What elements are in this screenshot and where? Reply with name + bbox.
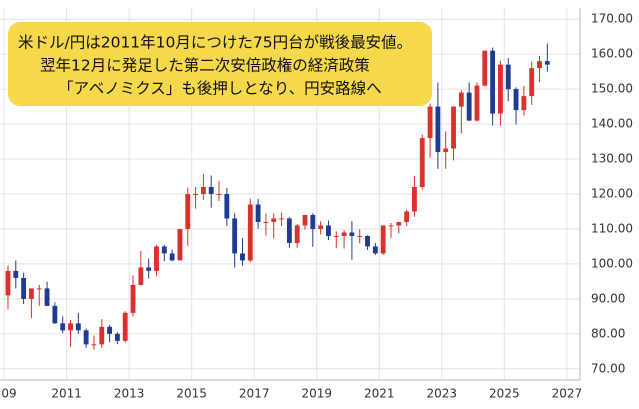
candle-body (154, 246, 159, 271)
candle-body (75, 323, 81, 331)
candle-body (91, 344, 97, 346)
candle-body (435, 106, 441, 153)
candle-body (208, 187, 214, 194)
x-tick-label: 09 (1, 387, 16, 401)
candle-body (224, 194, 230, 219)
y-tick-label: 160.00 (591, 47, 633, 61)
candle-body (130, 284, 136, 313)
x-tick-label: 2021 (364, 387, 395, 401)
candle-body (443, 148, 449, 153)
y-tick-label: 130.00 (591, 152, 633, 166)
candle-body (185, 194, 191, 229)
candle-body (419, 138, 425, 188)
candle-body (326, 225, 331, 236)
candle-body (271, 218, 277, 222)
candle-body (458, 92, 464, 107)
y-tick-label: 110.00 (591, 221, 633, 235)
x-tick-label: 2017 (239, 387, 270, 401)
candle-body (99, 326, 105, 345)
candle-body (365, 235, 370, 247)
x-tick-label: 2023 (427, 387, 458, 401)
x-tick-label: 2011 (51, 387, 82, 401)
candle-body (521, 96, 527, 111)
y-tick-label: 150.00 (591, 82, 633, 96)
candle-body (122, 312, 128, 341)
candle-body (349, 232, 355, 236)
candle-body (216, 194, 222, 195)
candle-body (44, 288, 50, 306)
y-tick-label: 170.00 (591, 12, 633, 26)
candle-body (107, 326, 113, 334)
candle-body (372, 246, 378, 254)
candle-body (537, 61, 542, 69)
candle-body (482, 50, 488, 86)
x-tick-label: 2015 (176, 387, 207, 401)
candle-body (263, 221, 269, 223)
candle-body (83, 330, 89, 345)
candle-body (177, 228, 183, 261)
candle-body (544, 61, 550, 65)
candle-body (466, 92, 472, 121)
candle-body (5, 270, 11, 296)
candle-body (193, 194, 198, 195)
y-tick-label: 140.00 (591, 117, 633, 131)
candle-body (286, 218, 292, 243)
candle-body (380, 225, 386, 254)
annotation: 米ドル/円は2011年10月につけた75円台が戦後最安値。 翌年12月に発足した… (8, 22, 432, 106)
annotation-line: 米ドル/円は2011年10月につけた75円台が戦後最安値。 (18, 34, 412, 52)
candle-body (490, 50, 496, 114)
candle-body (498, 64, 503, 114)
candle-body (333, 235, 339, 237)
candle-body (404, 211, 410, 222)
x-tick-label: 2019 (301, 387, 332, 401)
candle-body (505, 64, 511, 90)
y-tick-label: 90.00 (591, 291, 625, 305)
candle-body (169, 253, 175, 261)
y-tick-label: 100.00 (591, 256, 633, 270)
candle-body (29, 288, 34, 299)
candle-body (232, 218, 238, 254)
y-tick-label: 120.00 (591, 187, 633, 201)
candle-body (68, 323, 73, 331)
candle-body (240, 253, 245, 261)
candles (5, 43, 550, 350)
candle-body (474, 85, 480, 121)
candle-body (529, 68, 535, 97)
candle-body (412, 187, 417, 212)
x-tick-label: 2013 (114, 387, 145, 401)
x-tick-label: 2027 (552, 387, 583, 401)
candle-body (302, 214, 308, 226)
candle-body (36, 288, 42, 290)
candle-body (247, 204, 253, 261)
candle-body (294, 225, 300, 243)
candle-body (318, 225, 324, 229)
candle-body (396, 221, 402, 226)
candle-body (341, 232, 347, 236)
x-tick-label: 2025 (489, 387, 520, 401)
candle-body (138, 267, 144, 285)
candle-body (451, 106, 456, 149)
candle-body (114, 333, 120, 341)
candle-body (200, 187, 206, 194)
y-tick-label: 80.00 (591, 326, 625, 340)
annotation-box (8, 22, 432, 106)
annotation-line: 「アベノミクス」も後押しとなり、円安路線へ (58, 80, 382, 98)
y-tick-label: 70.00 (591, 361, 625, 375)
candle-body (161, 246, 167, 254)
candle-body (357, 235, 363, 237)
candle-body (60, 323, 66, 331)
candle-body (52, 305, 58, 324)
candle-body (255, 204, 261, 222)
candle-body (13, 270, 19, 278)
candle-body (427, 106, 433, 139)
candle-body (279, 218, 284, 220)
candle-body (21, 277, 27, 299)
annotation-line: 翌年12月に発足した第二次安倍政権の経済政策 (40, 57, 370, 75)
candle-body (513, 89, 519, 111)
candle-body (146, 267, 152, 271)
candle-body (388, 225, 394, 227)
candle-body (310, 214, 316, 229)
